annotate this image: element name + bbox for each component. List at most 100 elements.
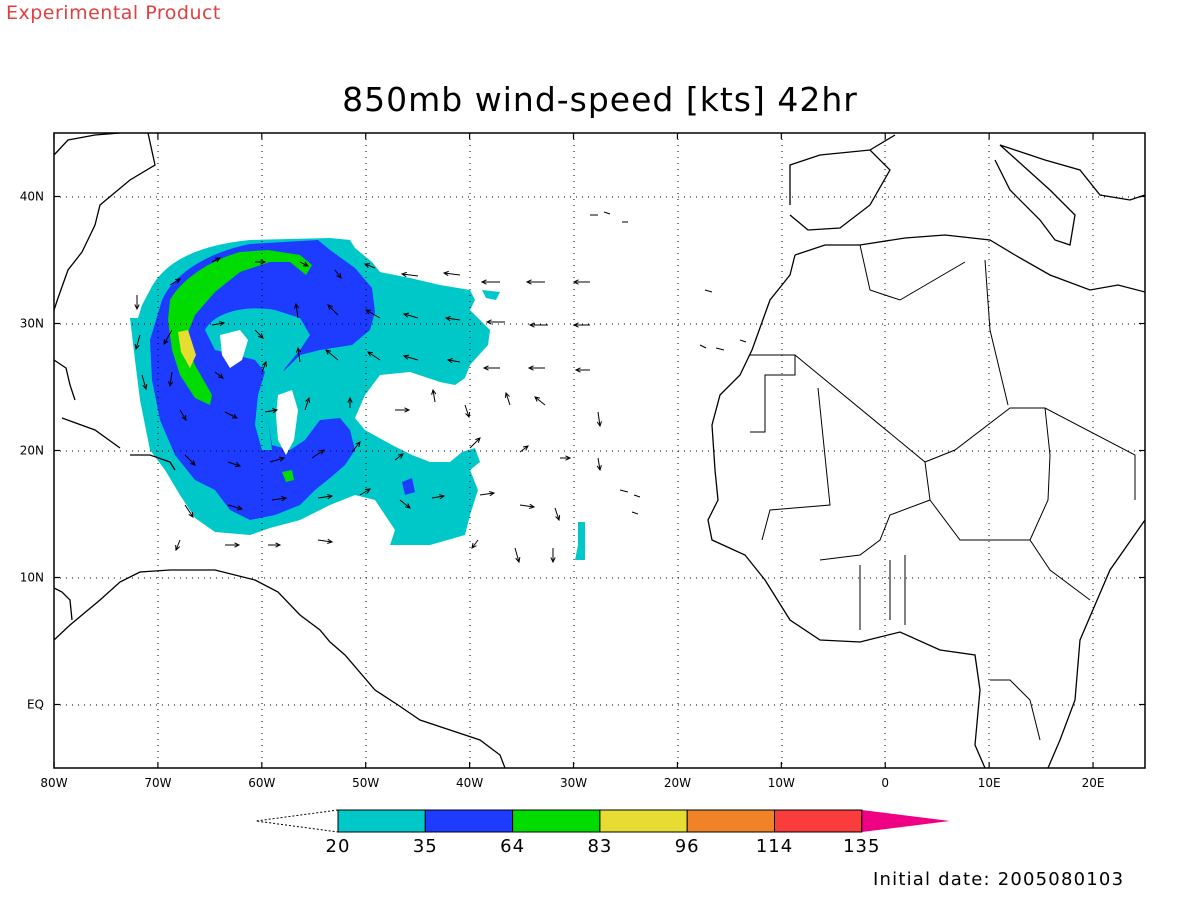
colorbar-label: 64 <box>500 836 525 857</box>
wind-arrow <box>224 411 239 419</box>
y-tick-label: 10N <box>20 571 44 585</box>
wind-arrow <box>395 407 411 413</box>
wind-arrow <box>525 279 545 285</box>
border-north-africa <box>859 244 1009 406</box>
colorbar-low-arrow <box>255 809 339 833</box>
borders <box>750 244 1136 741</box>
colorbar: 20 35 64 83 96 114 135 <box>255 809 950 857</box>
wind-arrow <box>471 539 479 549</box>
wind-arrow <box>560 455 572 461</box>
wind-arrow <box>163 329 173 345</box>
wind-vectors <box>134 257 602 564</box>
wind-arrow <box>351 441 361 453</box>
coastline-mediterranean <box>794 234 1145 293</box>
wind-arrow <box>134 334 141 351</box>
wind-arrow <box>431 494 446 500</box>
coastline-gulf-of-guinea <box>1047 519 1145 768</box>
wind-band-35-64-patch <box>402 478 415 495</box>
wind-arrow <box>214 371 224 379</box>
coastline-central-america <box>54 587 73 621</box>
colorbar-cell <box>774 809 863 833</box>
wind-band-20-35-patch <box>482 290 500 300</box>
colorbar-labels: 20 35 64 83 96 114 135 <box>326 836 880 857</box>
x-tick-label: 20W <box>664 776 691 790</box>
border-west-africa <box>929 499 1091 601</box>
initial-date: Initial date: 2005080103 <box>873 869 1125 890</box>
wind-arrow <box>175 539 181 552</box>
wind-arrow <box>334 269 342 279</box>
wind-arrow <box>304 396 311 411</box>
wind-arrow <box>317 538 334 544</box>
wind-arrow <box>482 365 500 371</box>
wind-arrow <box>141 374 148 391</box>
wind-band-64-83 <box>168 250 312 405</box>
x-tick-label: 10E <box>978 776 1001 790</box>
border-niger <box>819 461 931 561</box>
wind-arrow <box>271 496 288 502</box>
wind-arrow <box>225 542 241 548</box>
wind-arrow <box>550 548 556 564</box>
coastline-south-america <box>54 569 506 768</box>
border-coastal-states <box>859 555 906 630</box>
storm-clear-zone <box>276 390 298 455</box>
islands <box>590 211 747 515</box>
colorbar-high-arrow <box>861 810 950 832</box>
wind-arrow <box>596 411 602 428</box>
x-tick-label: 70W <box>144 776 171 790</box>
wind-band-64-83-patch <box>282 470 294 482</box>
wind-arrow <box>572 322 590 328</box>
wind-arrow <box>347 396 353 408</box>
x-axis-labels: 80W 70W 60W 50W 40W 30W 20W 10W 0 10E 20E <box>40 776 1104 790</box>
x-tick-label: 60W <box>248 776 275 790</box>
wind-arrow <box>261 360 267 373</box>
map-content <box>54 133 1145 768</box>
colorbar-label: 20 <box>326 836 351 857</box>
wind-arrow <box>169 278 181 286</box>
colorbar-cell <box>512 809 601 833</box>
island-canaries <box>699 339 747 351</box>
x-tick-label: 30W <box>560 776 587 790</box>
wind-band-83-96 <box>178 330 196 368</box>
wind-arrow <box>254 329 264 339</box>
x-tick-label: 10W <box>768 776 795 790</box>
wind-arrow <box>211 257 222 263</box>
wind-arrow <box>444 316 461 322</box>
wind-arrow <box>399 499 411 509</box>
border-algeria <box>794 354 1136 500</box>
axis-ticks <box>53 133 1145 768</box>
border-central-africa <box>990 679 1041 741</box>
island-madeira <box>704 289 713 293</box>
wind-arrow <box>431 388 437 403</box>
x-tick-label: 0 <box>881 776 889 790</box>
wind-arrow <box>446 358 461 364</box>
wind-arrow <box>227 504 244 511</box>
y-tick-label: 20N <box>20 444 44 458</box>
colorbar-cells <box>337 809 950 833</box>
border-mali-mauritania <box>750 354 796 433</box>
coastline-florida <box>54 359 76 401</box>
wind-arrow <box>311 449 325 459</box>
colorbar-label: 96 <box>675 836 700 857</box>
chart-title: 850mb wind-speed [kts] 42hr <box>342 80 858 119</box>
wind-arrow <box>519 445 529 453</box>
wind-arrow <box>255 259 267 265</box>
wind-arrow <box>394 453 404 461</box>
colorbar-cell <box>686 809 776 833</box>
colorbar-label: 114 <box>756 836 793 857</box>
wind-arrow <box>269 456 286 463</box>
border-mali <box>761 387 831 541</box>
y-axis-labels: 40N 30N 20N 10N EQ <box>20 190 44 712</box>
x-tick-label: 80W <box>40 776 67 790</box>
wind-arrow <box>519 503 536 509</box>
wind-arrow <box>134 295 140 311</box>
colorbar-cell <box>337 809 426 833</box>
wind-arrow <box>359 488 371 496</box>
coastline-caribbean <box>61 417 176 471</box>
wind-arrow <box>363 263 376 269</box>
wind-arrow <box>296 346 302 363</box>
wind-arrow <box>528 322 548 328</box>
wind-arrow <box>211 321 226 327</box>
wind-arrow <box>294 302 300 319</box>
colorbar-label: 135 <box>843 836 880 857</box>
